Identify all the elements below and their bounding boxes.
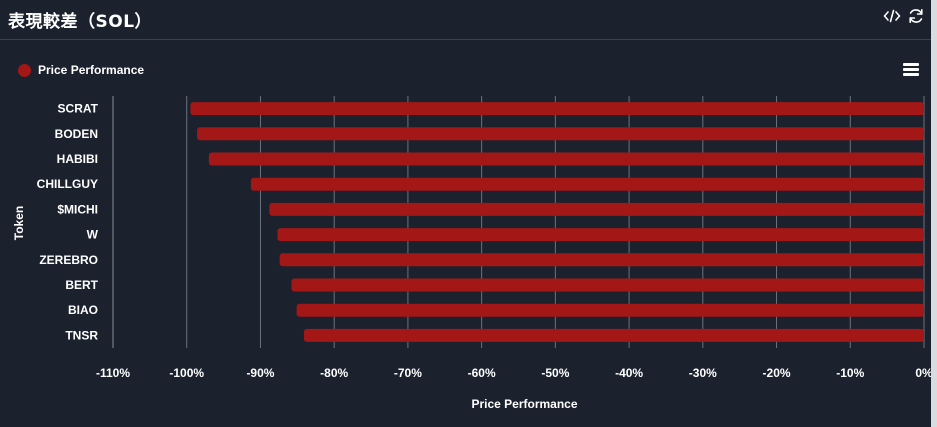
y-axis-title: Token (12, 206, 26, 240)
x-tick-label: -90% (246, 366, 274, 380)
y-tick-label: $MICHI (57, 202, 98, 216)
bar (277, 228, 924, 242)
bar (303, 328, 925, 342)
x-tick-label: -30% (689, 366, 717, 380)
x-tick-label: -60% (468, 366, 496, 380)
y-tick-label: CHILLGUY (37, 177, 98, 191)
x-tick-label: 0% (915, 366, 933, 380)
y-tick-label: ZEREBRO (39, 253, 98, 267)
x-tick-label: -110% (96, 366, 130, 380)
x-tick-label: -20% (763, 366, 791, 380)
x-tick-label: -100% (169, 366, 204, 380)
widget-title: 表現較差（SOL） (8, 12, 153, 32)
y-tick-label: BERT (65, 278, 98, 292)
x-tick-label: -50% (541, 366, 569, 380)
bar (279, 253, 924, 267)
y-tick-label: BIAO (68, 303, 98, 317)
bar (269, 202, 924, 216)
bar (208, 152, 924, 166)
legend-label: Price Performance (38, 63, 145, 77)
x-axis-title: Price Performance (471, 397, 577, 411)
bar (190, 102, 924, 116)
bar (197, 127, 925, 141)
y-tick-label: TNSR (65, 328, 98, 342)
y-tick-label: SCRAT (58, 102, 99, 116)
y-tick-label: W (87, 228, 99, 242)
scrollbar-track[interactable] (931, 0, 937, 427)
bar (291, 278, 924, 292)
y-tick-label: BODEN (55, 127, 98, 141)
x-tick-label: -80% (320, 366, 348, 380)
x-tick-label: -40% (615, 366, 643, 380)
y-tick-label: HABIBI (57, 152, 98, 166)
menu-icon[interactable] (902, 62, 920, 78)
code-icon[interactable] (883, 7, 901, 25)
x-tick-label: -10% (836, 366, 864, 380)
refresh-icon[interactable] (907, 7, 925, 25)
bar (296, 303, 924, 317)
widget-header: 表現較差（SOL） (0, 0, 937, 40)
x-tick-label: -70% (394, 366, 422, 380)
legend-item-price-performance[interactable]: Price Performance (18, 63, 144, 77)
bar (250, 177, 924, 191)
legend-marker (18, 63, 31, 77)
